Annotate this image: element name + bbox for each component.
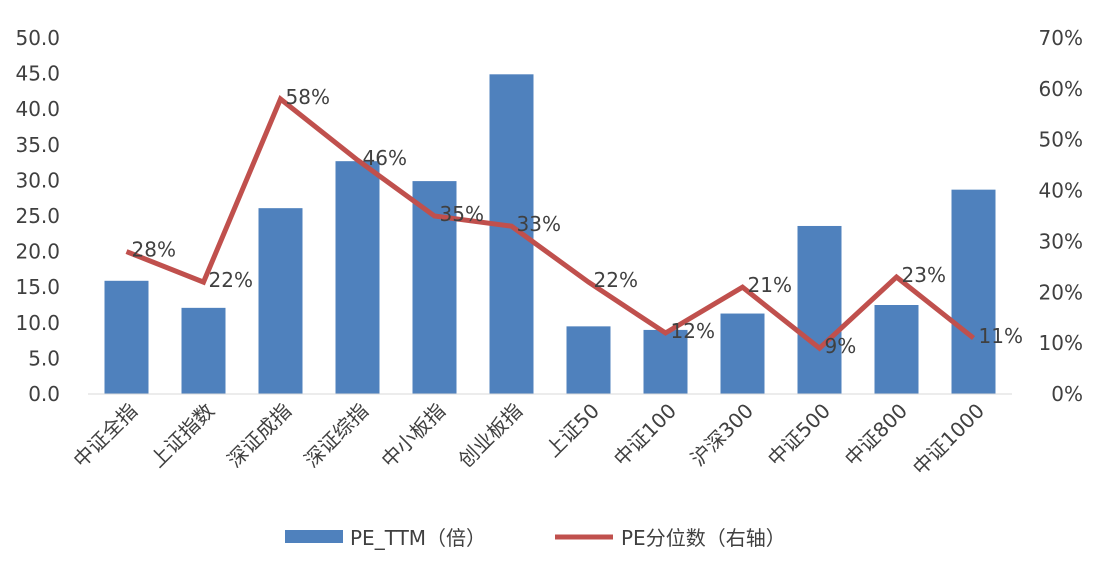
bar-中证1000 bbox=[951, 189, 996, 394]
bar-中证全指 bbox=[104, 280, 149, 394]
line-data-label: 22% bbox=[209, 268, 253, 292]
data-labels: 28% 22% 58% 46% 35% 33% 22% 12% 21% 9% 23% 11% bbox=[132, 85, 1023, 358]
line-data-label: 21% bbox=[748, 273, 792, 297]
x-tick-label: 中证1000 bbox=[908, 399, 989, 480]
line-data-label: 35% bbox=[440, 202, 484, 226]
line-data-label: 23% bbox=[902, 263, 946, 287]
y-left-tick-label: 5.0 bbox=[28, 346, 60, 370]
x-tick-label: 深证综指 bbox=[299, 399, 373, 473]
line-data-label: 9% bbox=[825, 334, 857, 358]
y-left-tick-label: 45.0 bbox=[15, 62, 60, 86]
bar-深证综指 bbox=[335, 161, 380, 394]
y-left-tick-label: 15.0 bbox=[15, 275, 60, 299]
y-right-tick-label: 60% bbox=[1039, 77, 1083, 101]
x-tick-label: 中证100 bbox=[609, 399, 681, 471]
y-right-tick-label: 20% bbox=[1039, 280, 1083, 304]
line-series bbox=[125, 95, 976, 352]
legend-bar-swatch bbox=[285, 530, 343, 543]
x-tick-label: 深证成指 bbox=[222, 399, 296, 473]
line-data-label: 28% bbox=[132, 238, 176, 262]
bar-深证成指 bbox=[258, 208, 303, 394]
bar-上证50 bbox=[566, 326, 611, 394]
legend: PE_TTM（倍） PE分位数（右轴） bbox=[285, 526, 786, 550]
bar-沪深300 bbox=[720, 313, 765, 394]
x-tick-label: 中小板指 bbox=[376, 399, 450, 473]
legend-bar-label: PE_TTM（倍） bbox=[350, 526, 486, 550]
y-left-tick-label: 20.0 bbox=[15, 240, 60, 264]
x-tick-label: 中证全指 bbox=[68, 399, 142, 473]
bar-中证500 bbox=[797, 225, 842, 394]
pe-percentile-line bbox=[125, 95, 976, 352]
y-left-tick-label: 40.0 bbox=[15, 97, 60, 121]
line-data-label: 46% bbox=[363, 146, 407, 170]
y-left-tick-label: 25.0 bbox=[15, 204, 60, 228]
line-data-label: 33% bbox=[517, 212, 561, 236]
x-tick-label: 沪深300 bbox=[686, 399, 758, 471]
y-right-tick-label: 70% bbox=[1039, 26, 1083, 50]
x-tick-label: 上证50 bbox=[541, 399, 604, 462]
y-right-tick-label: 40% bbox=[1039, 179, 1083, 203]
y-left-tick-label: 35.0 bbox=[15, 133, 60, 157]
line-data-label: 11% bbox=[979, 324, 1023, 348]
x-tick-label: 中证800 bbox=[840, 399, 912, 471]
line-data-label: 22% bbox=[594, 268, 638, 292]
x-tick-label: 上证指数 bbox=[145, 399, 219, 473]
bar-上证指数 bbox=[181, 307, 226, 394]
y-left-tick-label: 50.0 bbox=[15, 26, 60, 50]
legend-line-label: PE分位数（右轴） bbox=[621, 526, 786, 550]
y-right-tick-label: 50% bbox=[1039, 128, 1083, 152]
bar-中证100 bbox=[643, 329, 688, 394]
line-data-label: 12% bbox=[671, 319, 715, 343]
x-tick-label: 创业板指 bbox=[453, 399, 527, 473]
bar-中证800 bbox=[874, 305, 919, 394]
y-left-tick-label: 10.0 bbox=[15, 311, 60, 335]
y-right-tick-label: 30% bbox=[1039, 229, 1083, 253]
x-tick-label: 中证500 bbox=[763, 399, 835, 471]
line-data-label: 58% bbox=[286, 85, 330, 109]
y-left-tick-label: 0.0 bbox=[28, 382, 60, 406]
y-left-tick-label: 30.0 bbox=[15, 168, 60, 192]
y-right-tick-label: 10% bbox=[1039, 331, 1083, 355]
y-right-tick-label: 0% bbox=[1051, 382, 1083, 406]
